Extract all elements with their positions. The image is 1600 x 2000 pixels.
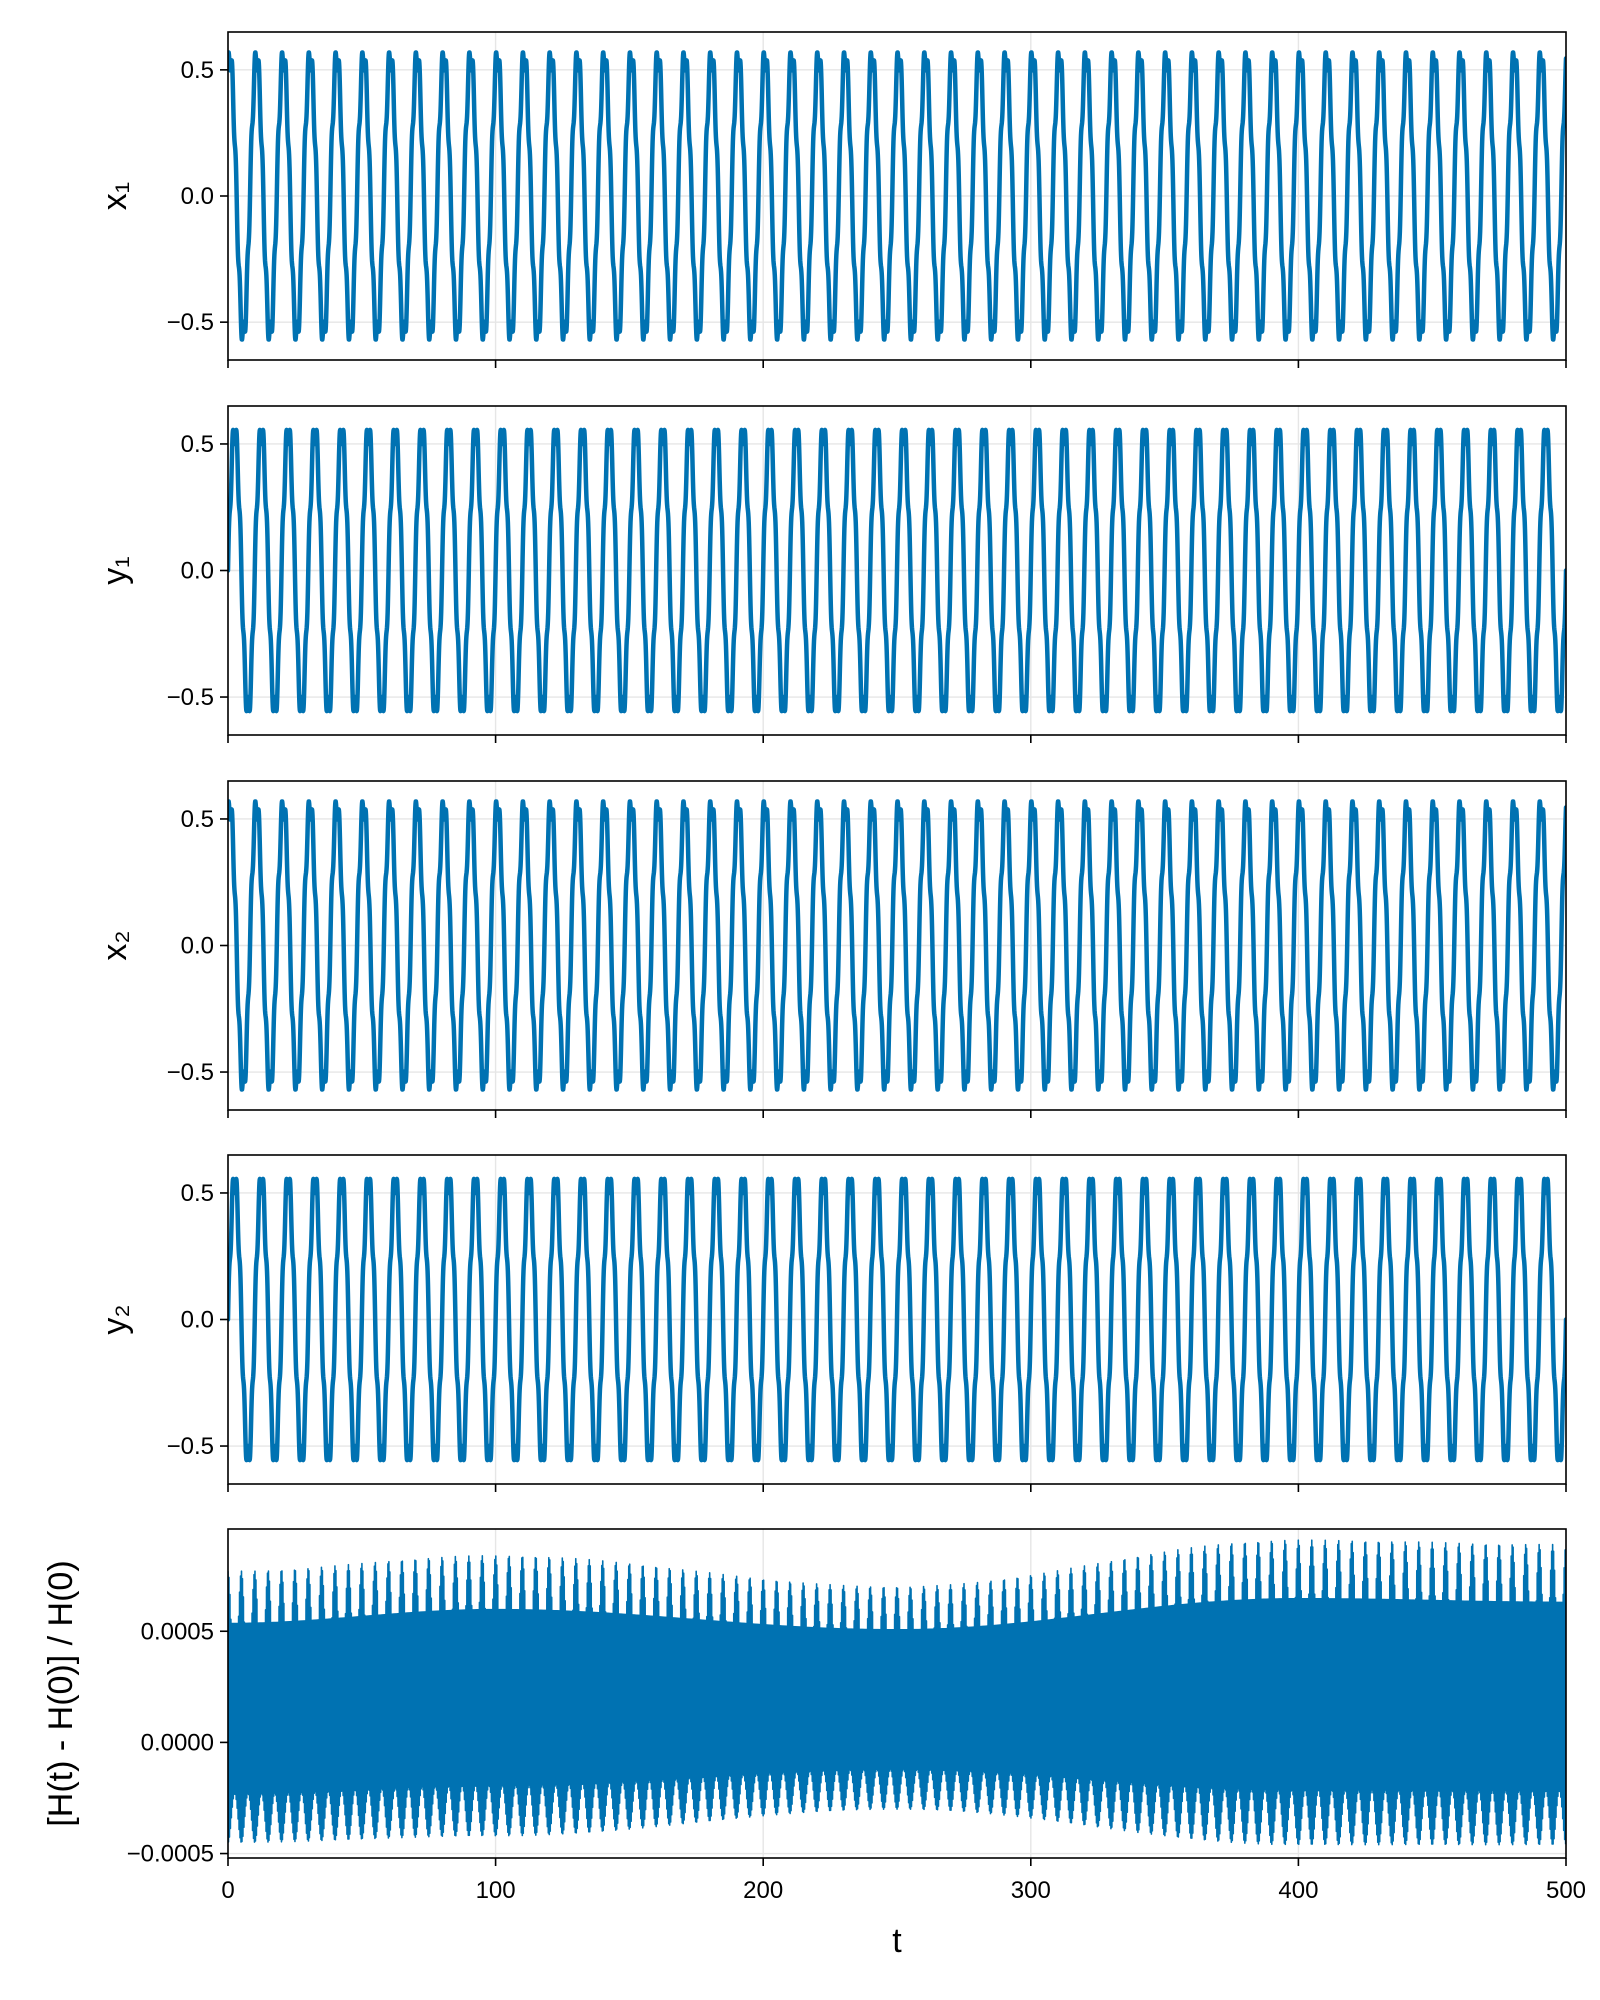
y-tick-label: 0.5: [181, 806, 214, 833]
y-tick-label: 0.0005: [141, 1618, 214, 1645]
x-tick-label: 0: [221, 1877, 234, 1904]
y-tick-label: 0.0: [181, 558, 214, 585]
panel-frame: [227, 1528, 1567, 1859]
y-tick-label: −0.5: [167, 1433, 214, 1460]
panel-2: −0.5 0.0 0.5 y₁: [96, 405, 1567, 743]
y-tick-label: −0.5: [167, 1059, 214, 1086]
panels-group: −0.50.00.5x₁−0.50.00.5y₁−0.50.00.5x₂−0.5…: [42, 31, 1586, 1904]
y-axis-label: x₁: [96, 182, 134, 210]
y-tick-label: 0.0: [181, 1307, 214, 1334]
y-axis-label: x₂: [96, 930, 134, 960]
x-tick-label: 200: [743, 1877, 783, 1904]
y-axis-label: y₁: [96, 556, 134, 584]
panel-4: −0.5 0.0 0.5 y₂: [96, 1154, 1567, 1492]
y-tick-label: 0.0000: [141, 1729, 214, 1756]
y-tick-label: 0.0: [181, 183, 214, 210]
series-line-4: [228, 1176, 1566, 1463]
x-tick-label: 300: [1011, 1877, 1051, 1904]
energy-band-core: [228, 1597, 1566, 1791]
y-tick-label: 0.5: [181, 1180, 214, 1207]
series-line-3: [228, 799, 1566, 1092]
y-axis-label: y₂: [96, 1304, 134, 1334]
x-axis-label: t: [892, 1922, 902, 1960]
y-tick-label: −0.5: [167, 309, 214, 336]
panel-1: −0.5 0.0 0.5 x₁: [96, 31, 1567, 368]
x-tick-label: 400: [1278, 1877, 1318, 1904]
y-tick-label: 0.5: [181, 57, 214, 84]
y-axis-label: [H(t) - H(0)] / H(0): [42, 1560, 80, 1826]
panel-3: −0.5 0.0 0.5 x₂: [96, 780, 1567, 1118]
series-line-2: [228, 427, 1566, 714]
x-tick-label: 100: [476, 1877, 516, 1904]
y-tick-label: −0.5: [167, 684, 214, 711]
panel-5: −0.0005 0.0000 0.0005 0 100 200 300 400 500 [H(t)…: [42, 1528, 1586, 1904]
y-tick-label: 0.0: [181, 933, 214, 960]
y-tick-label: 0.5: [181, 431, 214, 458]
y-tick-label: −0.0005: [127, 1841, 214, 1868]
series-line-1: [228, 50, 1566, 342]
x-tick-label: 500: [1546, 1877, 1586, 1904]
